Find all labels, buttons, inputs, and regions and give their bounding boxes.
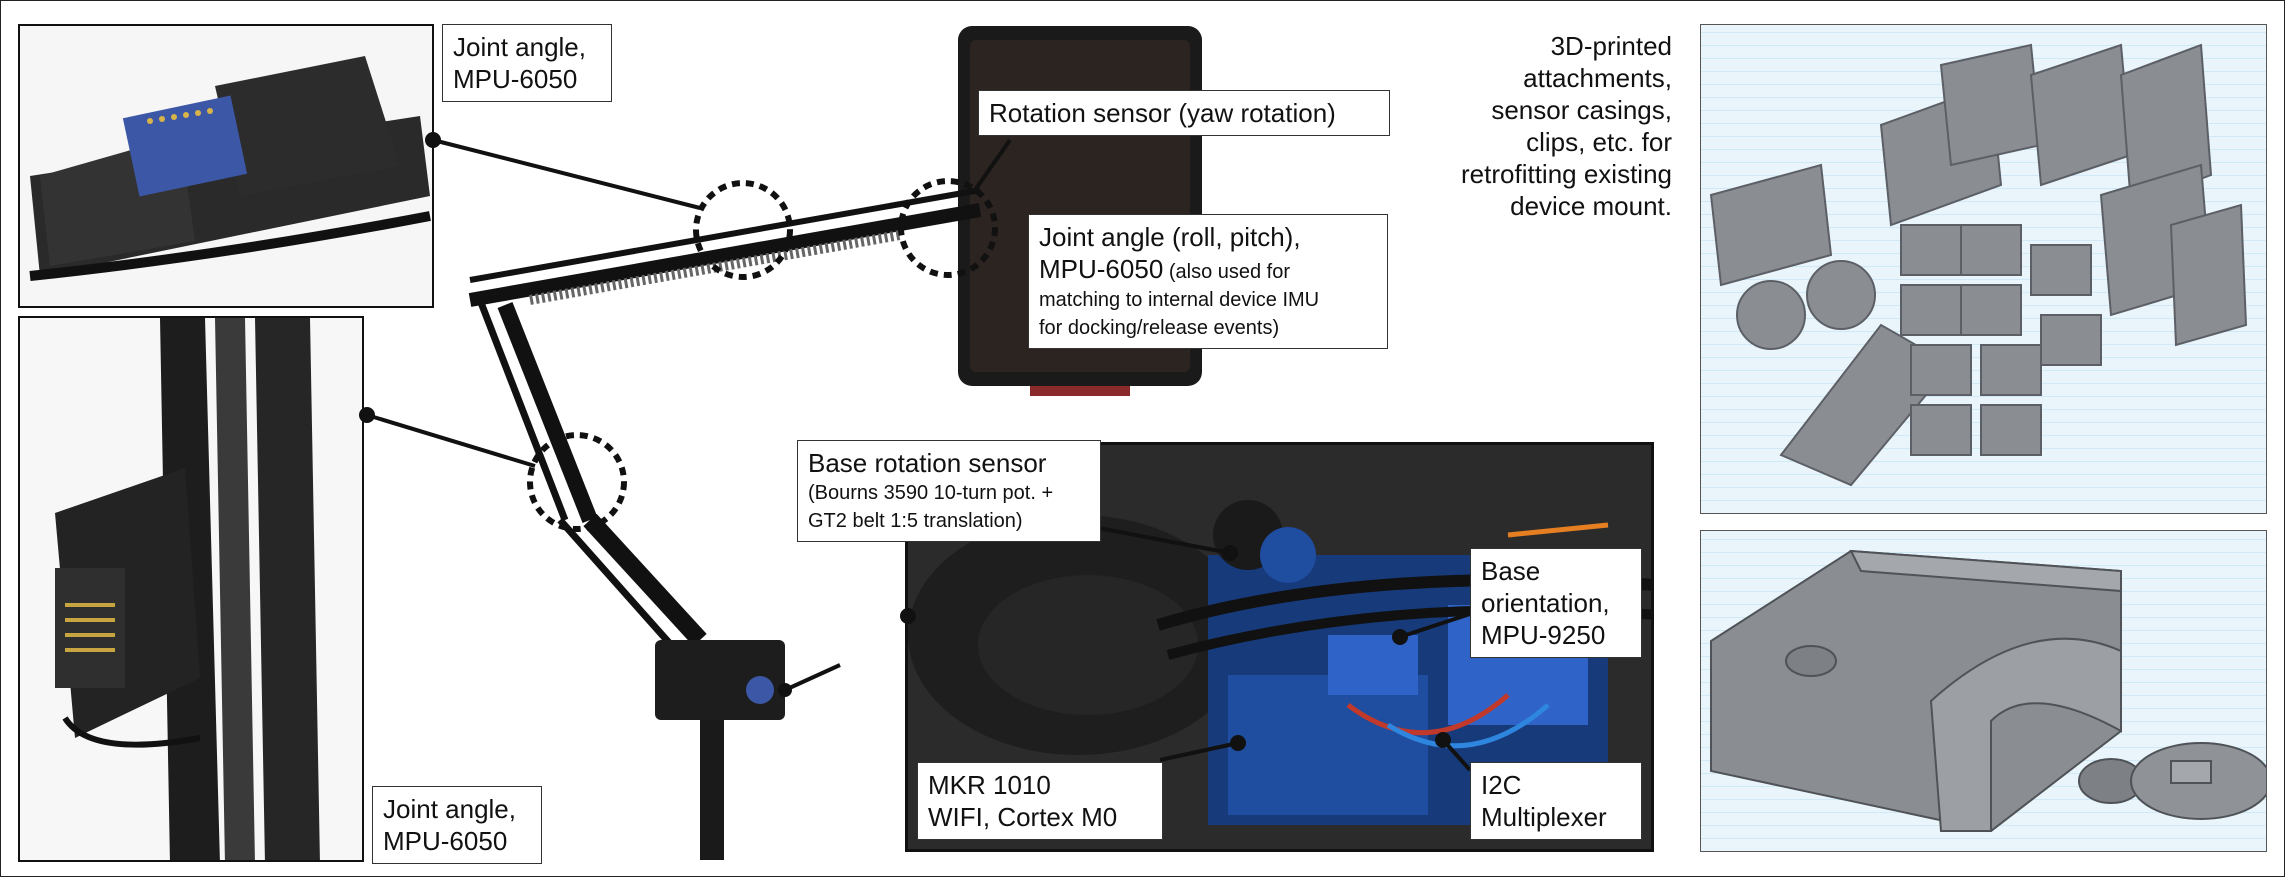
label-part: MPU-6050 — [1039, 254, 1164, 284]
joint-closeup-left-drawing — [20, 318, 362, 860]
photo-joint-closeup-top — [18, 24, 434, 308]
callout-circle-joint-middle — [527, 432, 627, 532]
label-line: MPU-6050 — [453, 64, 578, 94]
label-line: (Bourns 3590 10-turn pot. + — [808, 482, 1054, 504]
label-base-rotation: Base rotation sensor (Bourns 3590 10-tur… — [797, 440, 1101, 542]
label-line: Rotation sensor (yaw rotation) — [989, 98, 1336, 128]
label-joint-angle-bottom: Joint angle, MPU-6050 — [372, 786, 542, 864]
label-line: Base rotation sensor — [808, 448, 1047, 478]
label-line: Base — [1481, 556, 1541, 586]
label-line: MPU-9250 — [1481, 620, 1606, 650]
label-mkr1010: MKR 1010 WIFI, Cortex M0 — [917, 762, 1163, 840]
label-line: WIFI, Cortex M0 — [928, 802, 1118, 832]
label-part: (also used for — [1163, 261, 1291, 283]
label-line: GT2 belt 1:5 translation) — [808, 510, 1023, 532]
callout-circle-joint-top — [693, 180, 793, 280]
label-rotation-sensor: Rotation sensor (yaw rotation) — [978, 90, 1390, 136]
label-joint-angle-roll-pitch: Joint angle (roll, pitch), MPU-6050 (als… — [1028, 214, 1388, 349]
label-line: Joint angle, — [383, 794, 516, 824]
label-line: Multiplexer — [1481, 802, 1607, 832]
label-line: orientation, — [1481, 588, 1610, 618]
casing-render — [1710, 549, 2266, 833]
label-i2c-multiplexer: I2C Multiplexer — [1470, 762, 1642, 840]
note-line: attachments, — [1523, 63, 1672, 93]
label-line: I2C — [1481, 770, 1522, 800]
label-base-orientation: Base orientation, MPU-9250 — [1470, 548, 1642, 658]
callout-circle-rotation — [898, 178, 998, 278]
label-line: MKR 1010 — [928, 770, 1051, 800]
render-casing — [1700, 530, 2267, 852]
note-line: retrofitting existing — [1461, 159, 1672, 189]
attachments-render — [1709, 43, 2248, 487]
label-line: Joint angle, — [453, 32, 586, 62]
label-line: for docking/release events) — [1039, 317, 1280, 339]
photo-joint-closeup-left — [18, 316, 364, 862]
note-line: sensor casings, — [1491, 95, 1672, 125]
label-line: matching to internal device IMU — [1039, 289, 1320, 311]
label-line: MPU-6050 (also used for — [1039, 253, 1377, 286]
label-line: Joint angle (roll, pitch), — [1039, 222, 1301, 252]
note-line: clips, etc. for — [1526, 127, 1672, 157]
joint-closeup-top-drawing — [20, 26, 432, 306]
label-line: MPU-6050 — [383, 826, 508, 856]
note-line: device mount. — [1510, 191, 1672, 221]
label-joint-angle-top: Joint angle, MPU-6050 — [442, 24, 612, 102]
note-3d-printed: 3D-printed attachments, sensor casings, … — [1400, 30, 1672, 222]
note-line: 3D-printed — [1550, 31, 1672, 61]
render-attachments — [1700, 24, 2267, 514]
